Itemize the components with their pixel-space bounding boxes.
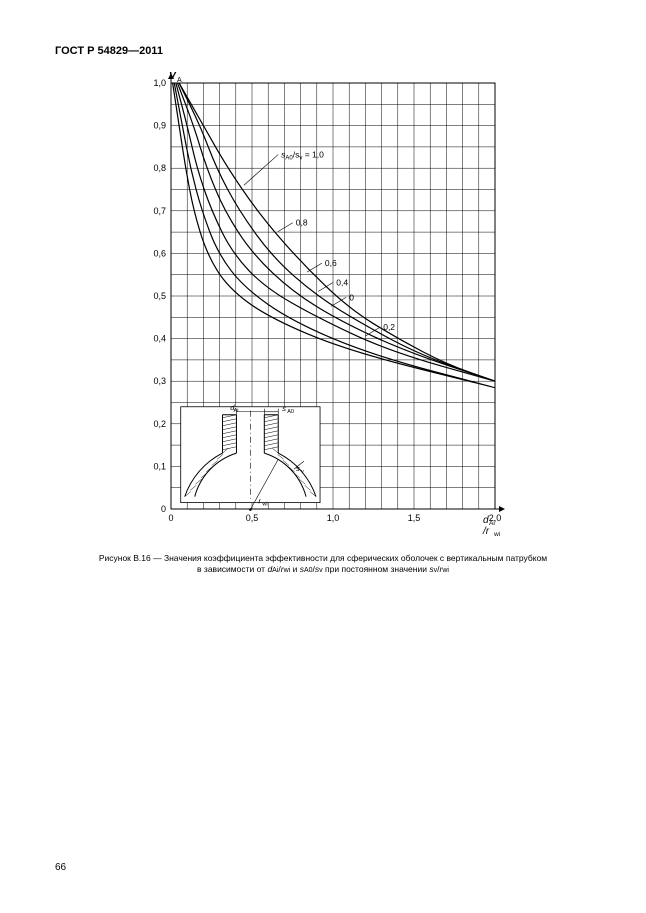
caption-line1: Рисунок В.16 — Значения коэффициента эфф… xyxy=(99,553,547,563)
svg-text:A0: A0 xyxy=(287,409,294,415)
svg-text:0,4: 0,4 xyxy=(336,277,348,287)
svg-text:0,2: 0,2 xyxy=(383,322,395,332)
svg-text:sA0/sv = 1,0: sA0/sv = 1,0 xyxy=(281,150,324,162)
page-number: 66 xyxy=(55,862,66,873)
svg-text:wi: wi xyxy=(493,531,500,538)
svg-text:0,5: 0,5 xyxy=(153,291,166,301)
svg-text:wi: wi xyxy=(261,502,267,508)
svg-text:/r: /r xyxy=(482,526,490,537)
figure-caption: Рисунок В.16 — Значения коэффициента эфф… xyxy=(55,553,591,576)
svg-text:0,9: 0,9 xyxy=(153,121,166,131)
svg-text:0,6: 0,6 xyxy=(325,258,337,268)
svg-text:Ai: Ai xyxy=(489,520,495,527)
svg-text:0,3: 0,3 xyxy=(153,376,166,386)
svg-text:1,0: 1,0 xyxy=(327,513,340,523)
svg-text:0,1: 0,1 xyxy=(153,461,166,471)
caption-line2: в зависимости от dAi/rwi и sA0/sv при по… xyxy=(197,564,449,574)
svg-text:v: v xyxy=(301,469,304,475)
chart: 0 0,1 0,2 0,3 0,4 0,5 0,6 0,7 0,8 0,9 1,0 0 0,5 1,0 1,… xyxy=(133,65,513,545)
svg-text:0: 0 xyxy=(161,504,166,514)
svg-text:1,5: 1,5 xyxy=(408,513,421,523)
svg-text:0,7: 0,7 xyxy=(153,206,166,216)
svg-text:1,0: 1,0 xyxy=(153,78,166,88)
document-header: ГОСТ Р 54829—2011 xyxy=(55,45,591,57)
svg-text:0,6: 0,6 xyxy=(153,248,166,258)
svg-text:0,5: 0,5 xyxy=(246,513,259,523)
svg-text:0,8: 0,8 xyxy=(153,163,166,173)
svg-text:0,4: 0,4 xyxy=(153,334,166,344)
svg-text:Ai: Ai xyxy=(234,408,239,414)
chart-container: 0 0,1 0,2 0,3 0,4 0,5 0,6 0,7 0,8 0,9 1,0 0 0,5 1,0 1,… xyxy=(55,65,591,545)
svg-text:s: s xyxy=(296,464,300,473)
svg-text:0,2: 0,2 xyxy=(153,419,166,429)
svg-text:0: 0 xyxy=(168,513,173,523)
svg-text:0,8: 0,8 xyxy=(296,218,308,228)
svg-text:s: s xyxy=(282,404,286,413)
svg-text:0: 0 xyxy=(349,292,354,302)
